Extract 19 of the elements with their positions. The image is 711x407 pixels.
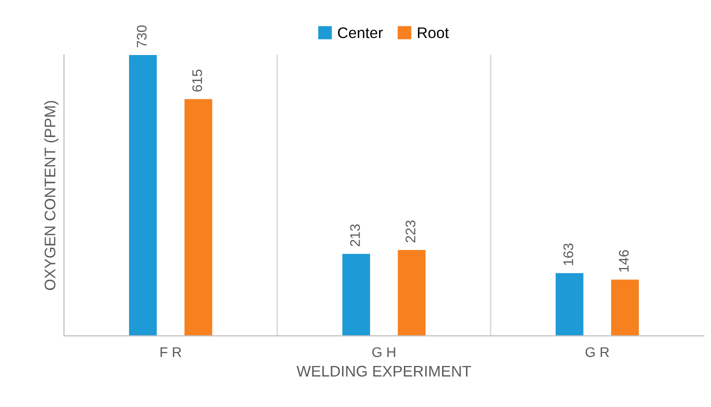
legend-label: Center [338, 27, 383, 38]
data-label: 146 [618, 250, 629, 272]
bar [129, 54, 157, 336]
data-label: 615 [192, 70, 202, 92]
data-label: 730 [136, 25, 147, 48]
x-tick-label: G R [586, 347, 609, 358]
x-axis-title: WELDING EXPERIMENT [296, 366, 472, 377]
y-axis-title: OXYGEN CONTENT (PPM) [44, 100, 58, 290]
x-tick-label: G H [372, 347, 396, 358]
bar [611, 280, 639, 336]
legend-label: Root [418, 28, 449, 38]
bar [398, 250, 426, 336]
bar [556, 273, 584, 336]
bar [184, 99, 212, 336]
data-label: 163 [563, 244, 574, 266]
data-label: 213 [350, 224, 360, 246]
data-label: 223 [406, 220, 416, 242]
bar [342, 254, 370, 336]
x-tick-label: F R [160, 347, 182, 357]
